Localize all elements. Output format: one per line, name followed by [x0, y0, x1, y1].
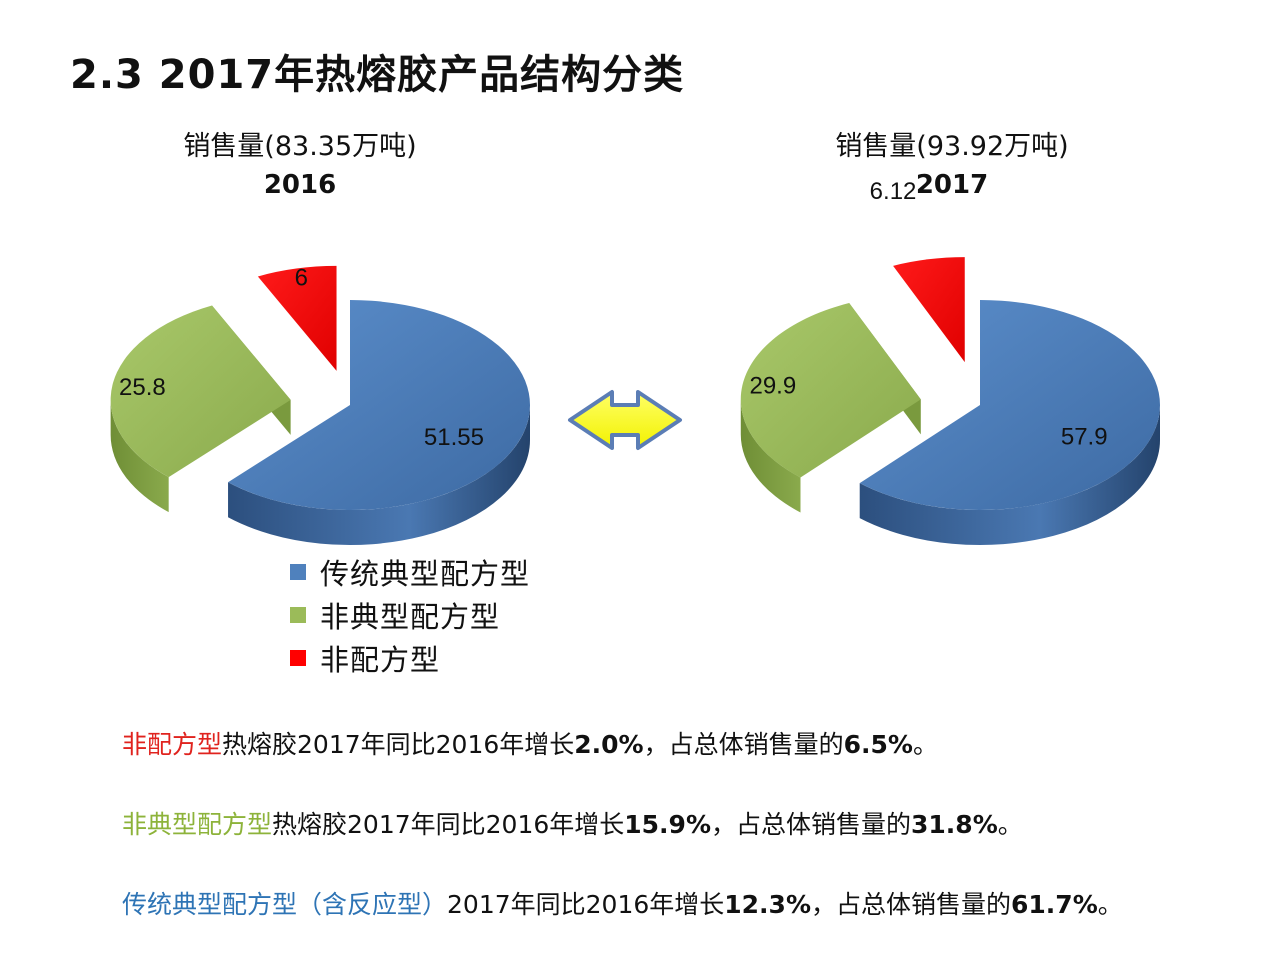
slice-atypical-rim [110, 399, 169, 513]
note-text: ，占总体销售量的 [811, 890, 1012, 919]
note-text: 2017年同比2016年增长 [447, 890, 725, 919]
slice-atypical-top [110, 305, 291, 478]
legend-swatch-red [290, 649, 306, 666]
slide-title: 2.3 2017年热熔胶产品结构分类 [70, 52, 685, 98]
value-label: 6.12 [870, 178, 917, 205]
note-growth: 15.9% [624, 810, 711, 839]
slice-atypical: 25.8 [110, 305, 291, 513]
note-growth: 12.3% [724, 890, 811, 919]
legend-item-traditional: 传统典型配方型 [290, 550, 530, 593]
note-share: 6.5% [843, 730, 913, 759]
note-text: 热熔胶2017年同比2016年增长 [272, 810, 625, 839]
slice-traditional-rim [228, 405, 531, 545]
pie-2017-title: 销售量(93.92万吨) 2017 [782, 128, 1122, 204]
slice-traditional: 51.55 [228, 300, 531, 545]
slice-atypical: 29.9 [740, 303, 921, 513]
legend-label: 非典型配方型 [320, 599, 501, 634]
note-traditional: 传统典型配方型（含反应型）2017年同比2016年增长12.3%，占总体销售量的… [122, 885, 1252, 925]
slice-atypical-rim [740, 399, 801, 513]
note-text: ，占总体销售量的 [643, 730, 844, 759]
value-label: 51.55 [424, 424, 484, 451]
double-arrow-icon [568, 390, 682, 450]
value-label: 57.9 [1061, 424, 1108, 451]
pie-2017: 6.12 29.9 57.9 [740, 178, 1160, 546]
note-share: 61.7% [1011, 890, 1098, 919]
note-text: 。 [912, 730, 938, 759]
value-label: 29.9 [749, 373, 796, 400]
notes-section: 非配方型热熔胶2017年同比2016年增长2.0%，占总体销售量的6.5%。 非… [122, 725, 1252, 965]
slice-non-formula: 6.12 [870, 178, 965, 363]
pie-2016: 6 25.8 51.55 [110, 264, 531, 545]
legend-item-non-formula: 非配方型 [290, 636, 530, 679]
legend-item-atypical: 非典型配方型 [290, 593, 530, 636]
note-share: 31.8% [911, 810, 998, 839]
pie-2016-title-volume: 销售量(83.35万吨) [183, 131, 417, 162]
note-growth: 2.0% [574, 730, 644, 759]
slice-atypical-top [740, 303, 921, 478]
pie-2016-title-year: 2016 [263, 170, 337, 200]
legend-swatch-blue [290, 563, 306, 580]
slice-traditional-rim [859, 405, 1160, 546]
note-text: 。 [1097, 890, 1123, 919]
note-highlight: 传统典型配方型（含反应型） [122, 890, 448, 919]
value-label: 25.8 [119, 374, 166, 401]
note-atypical: 非典型配方型热熔胶2017年同比2016年增长15.9%，占总体销售量的31.8… [122, 805, 1252, 845]
slice-non-formula-top [893, 257, 965, 363]
slice-non-formula-top [257, 265, 337, 371]
pie-charts-canvas: 6 25.8 51.55 6.12 29.9 57.9 [110, 178, 1160, 546]
slice-traditional-top [859, 300, 1160, 510]
pie-2017-title-year: 2017 [915, 170, 989, 200]
slice-traditional: 57.9 [859, 300, 1160, 546]
note-text: ，占总体销售量的 [711, 810, 912, 839]
slice-non-formula: 6 [257, 264, 337, 371]
value-label: 6 [295, 264, 308, 291]
note-highlight: 非配方型 [122, 730, 223, 759]
legend-label: 传统典型配方型 [320, 556, 531, 591]
pie-2016-title: 销售量(83.35万吨) 2016 [130, 128, 470, 204]
note-highlight: 非典型配方型 [122, 810, 273, 839]
pie-2017-title-volume: 销售量(93.92万吨) [835, 131, 1069, 162]
slice-traditional-top [228, 300, 530, 510]
note-non-formula: 非配方型热熔胶2017年同比2016年增长2.0%，占总体销售量的6.5%。 [122, 725, 1252, 765]
legend-label: 非配方型 [320, 642, 441, 677]
pie-legend: 传统典型配方型 非典型配方型 非配方型 [290, 550, 530, 679]
note-text: 热熔胶2017年同比2016年增长 [222, 730, 575, 759]
legend-swatch-green [290, 606, 306, 623]
note-text: 。 [997, 810, 1023, 839]
